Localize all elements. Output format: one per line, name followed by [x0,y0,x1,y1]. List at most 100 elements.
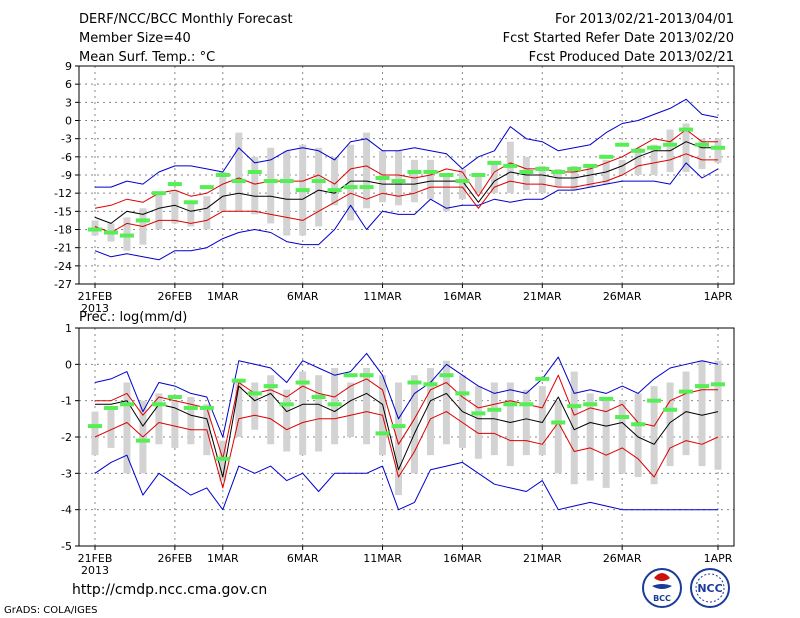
temp-minimum-line [94,162,719,261]
header-produced-date: Fcst Produced Date 2013/02/21 [529,50,734,65]
prec-observed-marker [295,380,310,385]
prec-observed-marker [711,382,725,387]
prec-ytick-label: 1 [65,322,72,335]
ncc-logo-ring [690,568,730,608]
prec-spread-box [634,393,642,477]
header-variable: Mean Surf. Temp.: °C [79,50,215,65]
temp-xtick-label: 1MAR [207,290,239,303]
prec-observed-marker [343,373,358,378]
temp-spread-box [203,196,211,230]
prec-observed-marker [663,407,678,412]
temp-x-year-label: 2013 [81,302,109,315]
temp-observed-marker [679,127,694,132]
temp-observed-marker [391,179,406,184]
ncc-logo: NCC [690,568,730,608]
temp-spread-box [618,159,626,175]
prec-spread-box [538,386,546,456]
prec-observed-marker [215,456,230,461]
prec-spread-box [267,375,275,445]
prec-spread-box [171,400,179,448]
temp-observed-marker [88,227,102,232]
prec-ytick-label: -1 [61,395,72,408]
temp-observed-marker [599,154,614,159]
temp-spread-box [634,147,642,175]
prec-spread-box [506,382,514,467]
temp-spread-box [363,132,371,209]
prec-spread-box [251,382,259,430]
temp-spread-box [235,132,243,212]
temp-spread-box [698,138,706,169]
prec-observed-marker [679,389,694,394]
prec-spread-box [235,382,243,437]
ncc-logo-laurel-icon [695,573,725,603]
prec-minimum-line [94,454,718,511]
ncc-logo-text: NCC [697,582,722,595]
header-start-date: Fcst Started Refer Date 2013/02/20 [503,31,734,46]
prec-spread-box [666,382,674,467]
prec-xtick-label: 21MAR [523,552,562,565]
temp-spread-box [410,159,418,203]
temp-observed-marker [135,218,150,223]
temp-observed-marker [375,176,390,181]
prec-spread-box [123,382,131,474]
temp-ytick-label: -24 [54,260,72,273]
prec-ensemble-mean-line [95,385,719,478]
temp-observed-marker [295,188,310,193]
temp-spread-box [538,165,546,194]
temp-spread-box [490,162,498,194]
prec-spread-box [714,360,722,470]
temp-observed-marker [583,163,598,168]
temp-ytick-label: -15 [54,205,72,218]
temp-ytick-label: 6 [65,78,72,91]
prec-observed-marker [279,402,294,407]
temp-ytick-label: 9 [65,60,72,73]
temp-ensemble-mean-line [94,141,718,224]
temp-maximum-line [95,98,719,188]
prec-observed-marker [199,405,214,410]
precipitation-panel: -5 -4 -3 -2 -1 0 1 21FEB 26FEB 1MAR 6MAR 11MAR 16MAR… [61,322,735,577]
temp-observed-marker [263,179,278,184]
footer-credit: GrADS: COLA/IGES [4,605,98,616]
temp-observed-marker [311,179,326,184]
temp-observed-marker [151,191,166,196]
prec-observed-marker [615,415,630,420]
temp-ytick-label: -3 [61,133,72,146]
footer-url[interactable]: http://cmdp.ncc.cma.gov.cn [72,582,267,598]
temp-ytick-label: -6 [61,151,72,164]
prec-spread-box [410,375,418,474]
temp-observed-marker [455,179,470,184]
prec-upper-band-line [95,374,718,460]
prec-observed-marker [455,391,470,396]
temp-observed-marker [647,145,662,150]
temp-spread-box [219,171,227,212]
temp-observed-marker [567,166,582,171]
prec-observed-marker [631,422,646,427]
prec-observed-marker [391,424,406,429]
prec-observed-marker [439,373,454,378]
temp-spread-box [347,144,355,221]
prec-observed-marker [503,402,518,407]
prec-spread-box [602,397,610,488]
prec-observed-marker [519,402,534,407]
temp-spread-box [650,144,658,175]
prec-ytick-label: -5 [61,540,72,553]
temp-spread-box [171,190,179,224]
temp-spread-box [315,147,323,227]
prec-observed-marker [327,402,342,407]
temp-observed-marker [119,233,134,238]
temp-observed-marker [663,142,678,147]
temp-observed-marker [439,173,454,177]
prec-lower-band-line [94,411,719,489]
prec-spread-box [650,386,658,485]
temp-spread-box [395,150,403,206]
precip-panel-title: Prec.: log(mm/d) [79,310,187,325]
temp-spread-box [155,193,163,230]
prec-observed-marker [231,378,246,383]
prec-spread-box [299,371,307,456]
header-title: DERF/NCC/BCC Monthly Forecast [79,12,293,27]
prec-observed-marker [599,396,614,401]
temp-ytick-label: -18 [54,224,72,237]
temp-observed-marker [615,142,630,147]
temp-xtick-label: 21FEB [78,290,113,303]
temp-observed-marker [167,182,182,187]
